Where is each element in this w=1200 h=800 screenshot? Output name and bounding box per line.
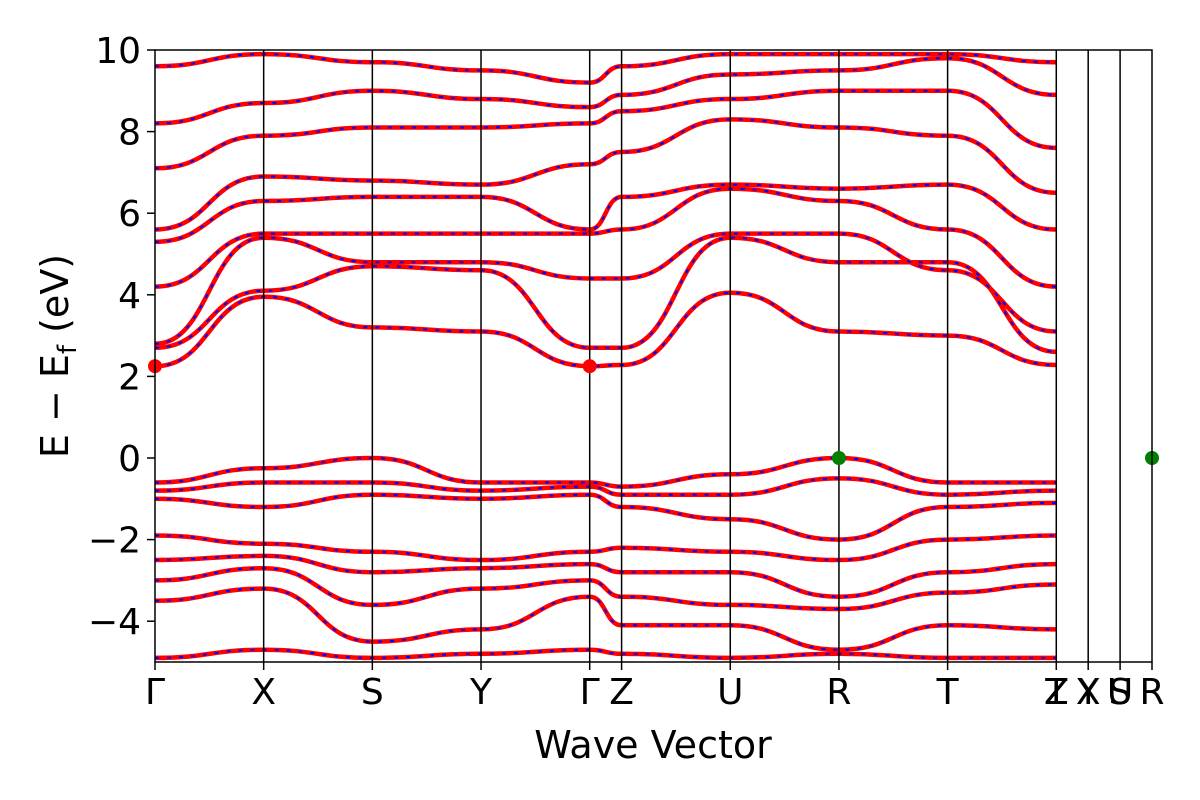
band-line [155, 290, 1057, 369]
band-line [155, 533, 1057, 563]
plot-frame [154, 49, 1153, 663]
band-line-overlay [155, 187, 1057, 288]
x-tick-label: T [1044, 672, 1068, 713]
y-tick-label: −4 [88, 602, 141, 643]
y-tick-label: 0 [118, 439, 141, 480]
y-axis-title: E − Ef (eV) [33, 254, 83, 458]
x-tick-label: X [1076, 672, 1101, 713]
y-axis-title-unit: (eV) [33, 254, 77, 345]
x-tick-label: R [1139, 672, 1164, 713]
y-tick-label: 4 [118, 276, 141, 317]
y-axis-ticks: −4 −2 0 2 4 6 8 10 [88, 31, 155, 643]
x-tick-label: Y [469, 672, 493, 713]
x-tick-label: S [1109, 672, 1132, 713]
high-symmetry-lines [262, 50, 1121, 662]
y-tick-label: 8 [118, 113, 141, 154]
x-axis-ticks: Γ X S Y Γ Z U R T ZT YX US R [145, 662, 1165, 713]
x-tick-label: U [1107, 672, 1133, 713]
band-line-overlay [155, 477, 1057, 496]
band-line-overlay [155, 183, 1057, 243]
band-line-overlay [155, 493, 1057, 541]
y-tick-label: 2 [118, 357, 141, 398]
x-tick-label: U [717, 672, 743, 713]
band-line-overlay [155, 567, 1057, 611]
band-line [155, 51, 1057, 85]
x-tick-label: Γ [145, 672, 165, 713]
band-lines [155, 51, 1057, 661]
x-tick-label: T [936, 672, 960, 713]
x-tick-label: R [826, 672, 851, 713]
y-tick-label: 10 [95, 31, 141, 72]
x-tick-label: X [251, 672, 276, 713]
x-tick-label: S [361, 672, 384, 713]
band-line [155, 553, 1057, 599]
y-axis-title-main: E − E [33, 354, 77, 458]
band-line-overlay [155, 118, 1057, 231]
cbm-marker [582, 359, 597, 374]
y-tick-label: 6 [118, 194, 141, 235]
x-tick-label: Z [609, 672, 634, 713]
band-line-overlay [155, 232, 1057, 345]
vbm-marker [831, 451, 846, 465]
x-tick-label: Y [1076, 672, 1100, 713]
y-tick-label: −2 [88, 521, 141, 562]
band-line-overlay [155, 648, 1057, 659]
band-line [155, 88, 1057, 171]
band-line-overlay [155, 587, 1057, 651]
x-axis-title: Wave Vector [534, 723, 772, 767]
band-line-overlay [155, 456, 1057, 488]
x-tick-label: Z [1044, 672, 1069, 713]
y-axis-title-subscript: f [53, 344, 83, 354]
x-tick-label: Γ [580, 672, 600, 713]
band-line-overlay [155, 57, 1057, 125]
